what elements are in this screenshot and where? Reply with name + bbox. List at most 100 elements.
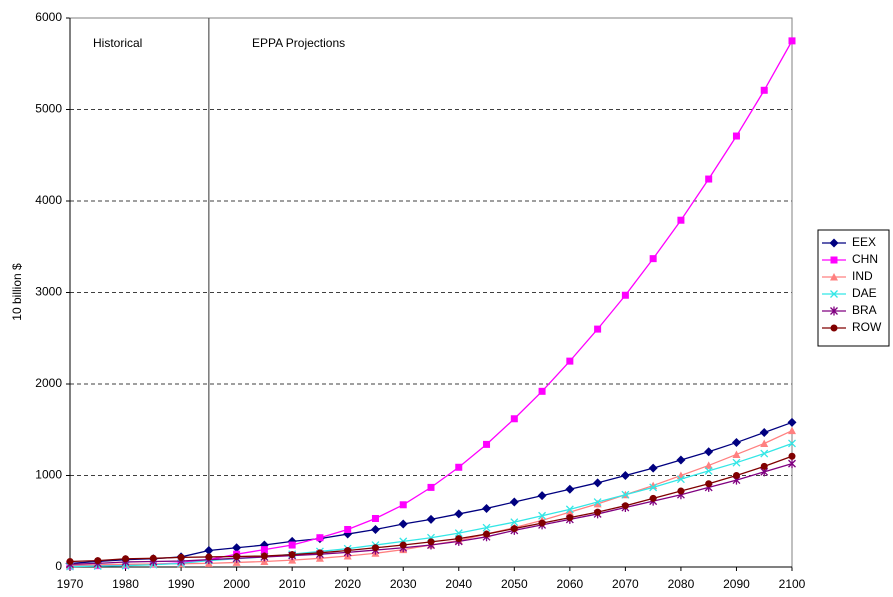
data-point xyxy=(454,509,464,519)
data-point xyxy=(427,538,435,546)
data-point xyxy=(677,216,685,224)
data-point xyxy=(732,132,740,140)
data-point xyxy=(676,455,686,465)
data-point xyxy=(455,463,463,471)
data-point xyxy=(316,534,324,542)
data-point xyxy=(510,518,519,527)
y-tick-label: 0 xyxy=(55,559,62,573)
data-point xyxy=(731,438,741,448)
data-point xyxy=(399,501,407,509)
data-point xyxy=(787,417,797,427)
x-tick-label: 2080 xyxy=(668,577,695,591)
data-point xyxy=(649,255,657,263)
data-point xyxy=(648,463,658,473)
data-point xyxy=(593,499,602,508)
data-point xyxy=(482,503,492,513)
data-point xyxy=(233,552,241,560)
data-point xyxy=(565,505,574,514)
data-point xyxy=(122,555,130,563)
data-point xyxy=(593,478,603,488)
data-point xyxy=(177,553,185,561)
data-point xyxy=(649,494,657,502)
x-tick-label: 2040 xyxy=(445,577,472,591)
x-tick-label: 2070 xyxy=(612,577,639,591)
data-point xyxy=(510,415,518,423)
data-point xyxy=(482,523,491,532)
data-point xyxy=(455,535,463,543)
data-point xyxy=(759,427,769,437)
data-point xyxy=(538,511,547,520)
x-tick-label: 1970 xyxy=(57,577,84,591)
data-point xyxy=(677,487,685,495)
data-point xyxy=(426,514,436,524)
data-point xyxy=(538,519,546,527)
data-point xyxy=(760,86,768,94)
legend-marker xyxy=(830,306,838,316)
data-point xyxy=(344,547,352,555)
x-tick-label: 1990 xyxy=(168,577,195,591)
y-tick-label: 1000 xyxy=(35,468,62,482)
y-tick-label: 5000 xyxy=(35,102,62,116)
data-point xyxy=(788,426,796,435)
data-point xyxy=(704,447,714,457)
data-point xyxy=(204,546,214,556)
data-point xyxy=(760,462,768,470)
data-point xyxy=(344,525,352,533)
data-point xyxy=(399,541,407,549)
x-tick-label: 2030 xyxy=(390,577,417,591)
data-point xyxy=(371,544,379,552)
data-point xyxy=(565,484,575,494)
y-tick-label: 4000 xyxy=(35,193,62,207)
data-point xyxy=(760,449,769,458)
legend-box xyxy=(817,229,890,347)
legend-marker xyxy=(830,273,838,281)
data-point xyxy=(566,357,574,365)
data-point xyxy=(509,497,519,507)
x-tick-label: 1980 xyxy=(112,577,139,591)
x-tick-label: 2090 xyxy=(723,577,750,591)
legend-marker xyxy=(830,290,838,298)
data-point xyxy=(788,459,796,469)
data-point xyxy=(370,524,380,534)
data-point xyxy=(705,480,713,488)
data-point xyxy=(537,491,547,501)
data-point xyxy=(66,558,74,566)
data-point xyxy=(676,475,685,484)
data-point xyxy=(732,450,741,458)
data-point xyxy=(788,439,796,448)
x-tick-label: 2050 xyxy=(501,577,528,591)
data-point xyxy=(594,325,602,333)
data-point xyxy=(760,439,769,447)
data-point xyxy=(621,490,630,499)
y-tick-label: 3000 xyxy=(35,285,62,299)
data-point xyxy=(621,291,629,299)
data-point xyxy=(621,502,629,510)
data-point xyxy=(732,472,740,479)
data-point xyxy=(788,37,796,45)
y-tick-label: 6000 xyxy=(35,10,62,24)
x-tick-label: 2000 xyxy=(223,577,250,591)
data-point xyxy=(149,554,157,562)
data-point xyxy=(483,530,491,538)
legend-marker xyxy=(829,238,839,248)
data-point xyxy=(398,519,408,529)
x-tick-label: 2100 xyxy=(779,577,806,591)
y-tick-label: 2000 xyxy=(35,376,62,390)
data-point xyxy=(483,440,491,448)
data-point xyxy=(510,525,518,533)
legend-label: BRA xyxy=(852,303,877,317)
x-tick-label: 2010 xyxy=(279,577,306,591)
data-point xyxy=(288,541,296,549)
legend-label: EEX xyxy=(852,235,876,249)
legend-marker xyxy=(830,256,838,264)
data-point xyxy=(566,514,574,522)
data-point xyxy=(620,471,630,480)
data-point xyxy=(704,461,713,469)
data-point xyxy=(427,483,435,491)
legend-label: ROW xyxy=(852,320,882,334)
annotation: EPPA Projections xyxy=(252,36,345,50)
legend-label: CHN xyxy=(852,252,878,266)
data-point xyxy=(538,387,546,395)
data-point xyxy=(371,515,379,523)
